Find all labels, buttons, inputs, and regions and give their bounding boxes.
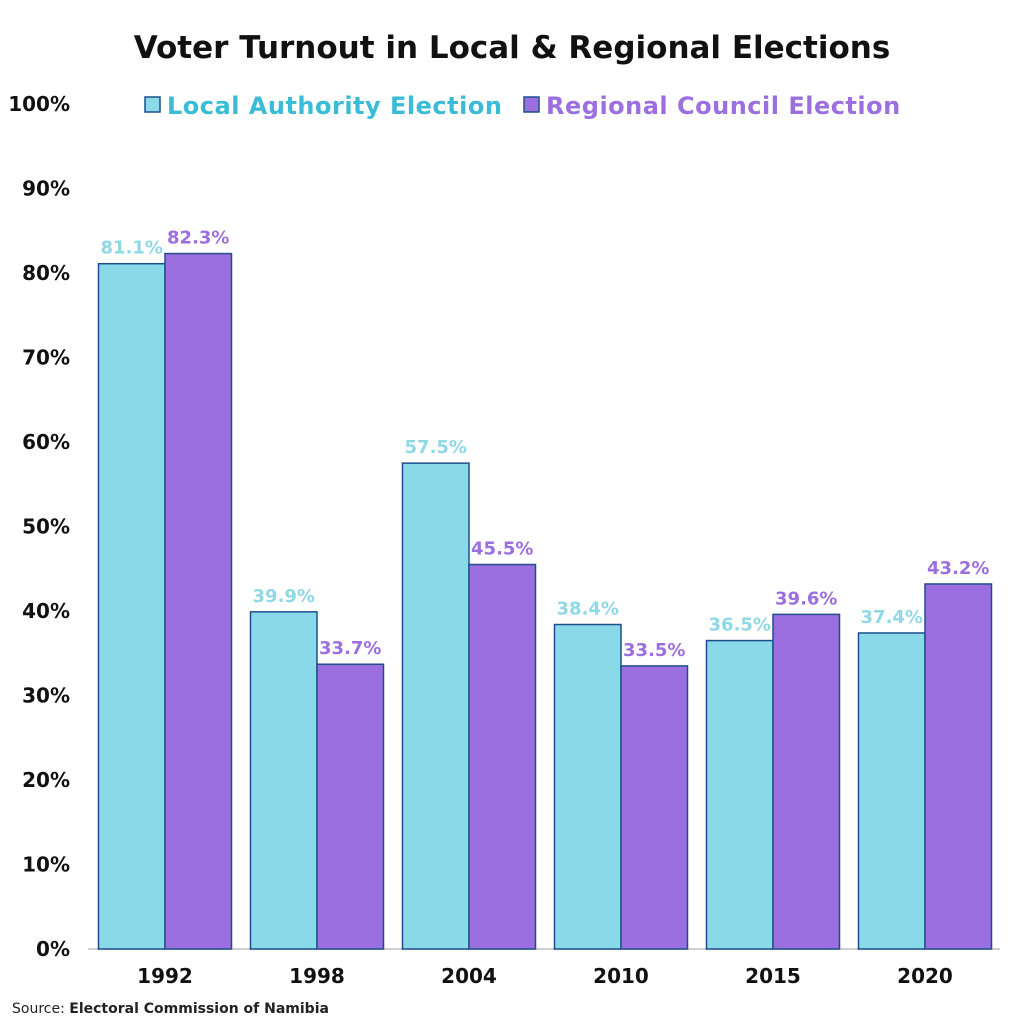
x-tick-label: 2020: [897, 964, 953, 988]
y-tick-label: 60%: [22, 430, 70, 454]
legend-swatch-1: [523, 96, 540, 113]
legend-label: Regional Council Election: [546, 92, 901, 120]
bar-regional-2004: [468, 563, 537, 950]
bar-local-2020: [857, 632, 926, 950]
chart-title: Voter Turnout in Local & Regional Electi…: [133, 30, 891, 66]
bar-local-1992: [97, 262, 166, 950]
data-label: 37.4%: [861, 607, 923, 628]
data-label: 43.2%: [927, 558, 989, 579]
data-label: 36.5%: [709, 615, 771, 636]
x-tick-label: 2004: [441, 964, 497, 988]
legend-label: Local Authority Election: [167, 92, 502, 120]
data-label: 33.5%: [623, 640, 685, 661]
data-label: 39.9%: [253, 586, 315, 607]
bar-local-2004: [401, 462, 470, 950]
data-label: 82.3%: [167, 228, 229, 249]
y-tick-label: 0%: [36, 937, 70, 961]
x-tick-label: 2010: [593, 964, 649, 988]
y-tick-label: 50%: [22, 515, 70, 539]
bar-regional-1998: [316, 663, 385, 950]
data-label: 57.5%: [405, 437, 467, 458]
data-label: 39.6%: [775, 588, 837, 609]
source-prefix: Source:: [12, 1001, 70, 1017]
legend-swatch-0: [144, 96, 161, 113]
y-tick-label: 10%: [22, 853, 70, 877]
y-tick-label: 80%: [22, 261, 70, 285]
bar-regional-2015: [772, 613, 841, 950]
y-tick-label: 70%: [22, 346, 70, 370]
bar-regional-2020: [924, 583, 993, 950]
y-tick-label: 20%: [22, 768, 70, 792]
source-note: Source: Electoral Commission of Namibia: [12, 1001, 329, 1017]
y-tick-label: 40%: [22, 599, 70, 623]
y-tick-label: 90%: [22, 177, 70, 201]
data-label: 38.4%: [557, 599, 619, 620]
bar-local-2015: [705, 639, 774, 950]
x-tick-label: 1998: [289, 964, 345, 988]
bar-local-2010: [553, 623, 622, 950]
y-tick-label: 100%: [8, 92, 70, 116]
bar-regional-2010: [620, 665, 689, 950]
x-tick-label: 1992: [137, 964, 193, 988]
source-name: Electoral Commission of Namibia: [69, 1001, 329, 1017]
bar-regional-1992: [164, 252, 233, 950]
data-label: 33.7%: [319, 638, 381, 659]
data-label: 81.1%: [101, 238, 163, 259]
x-tick-label: 2015: [745, 964, 801, 988]
data-label: 45.5%: [471, 539, 533, 560]
bar-local-1998: [249, 611, 318, 950]
y-tick-label: 30%: [22, 684, 70, 708]
